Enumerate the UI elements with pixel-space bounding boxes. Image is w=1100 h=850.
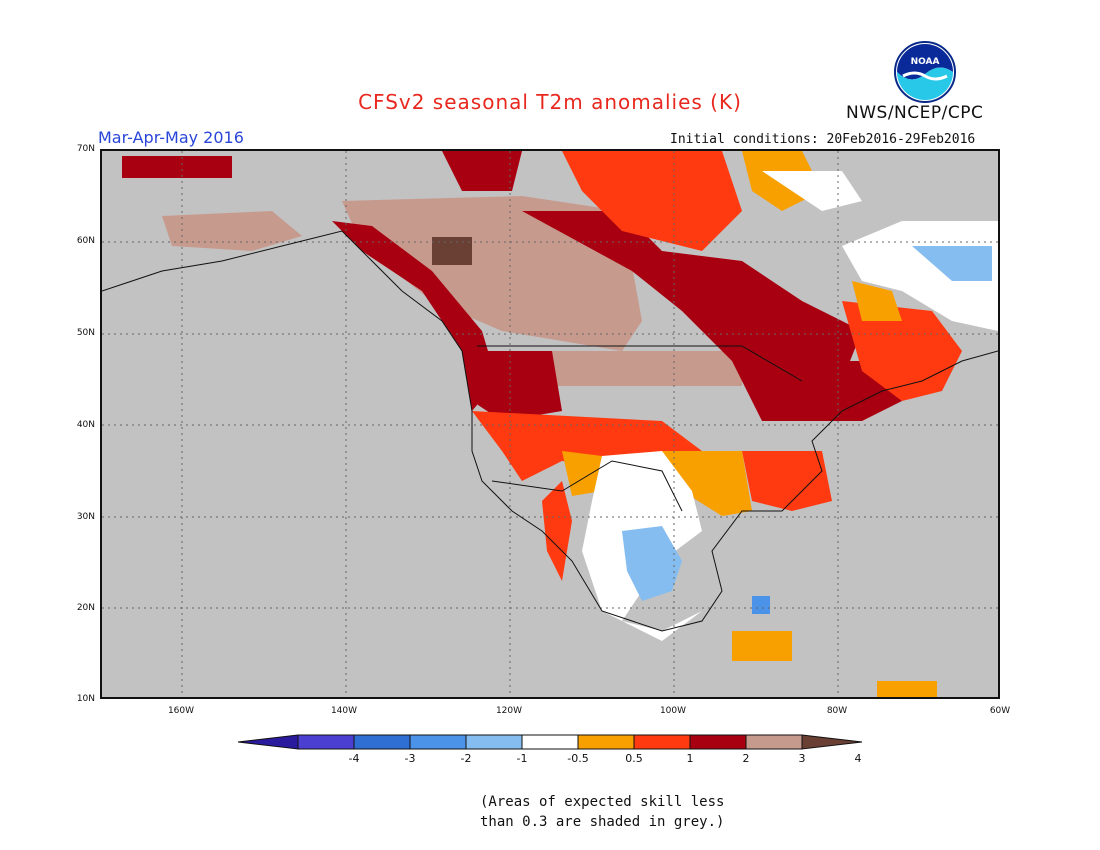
lat-label: 70N <box>76 144 95 154</box>
colorbar-label: 1 <box>686 752 694 765</box>
anomaly-map <box>100 149 1000 699</box>
map-title: CFSv2 seasonal T2m anomalies (K) <box>358 90 742 114</box>
country-border <box>477 345 803 382</box>
colorbar-label: -2 <box>460 752 472 765</box>
orange-anomaly-region <box>877 681 937 697</box>
lat-label: 50N <box>76 328 95 338</box>
skill-note: (Areas of expected skill less than 0.3 a… <box>480 792 780 832</box>
colorbar-segment <box>689 734 747 750</box>
organization-label: NWS/NCEP/CPC <box>846 103 984 123</box>
country-border <box>491 460 683 512</box>
colorbar-arrow-low <box>237 734 299 750</box>
orange-anomaly-region <box>852 281 902 321</box>
colorbar-label: -3 <box>404 752 416 765</box>
lightblue-anomaly-region <box>912 246 992 281</box>
lat-label: 40N <box>76 420 95 430</box>
colorbar-segment <box>353 734 411 750</box>
colorbar-label: -1 <box>516 752 528 765</box>
red-anomaly-region <box>542 481 572 581</box>
darkred-anomaly-region <box>732 361 902 421</box>
lon-label: 140W <box>330 706 358 716</box>
darkred-anomaly-region <box>122 156 232 178</box>
lon-label: 60W <box>989 706 1011 716</box>
lat-label: 30N <box>76 512 95 522</box>
lon-label: 120W <box>495 706 523 716</box>
coastline <box>102 230 998 632</box>
colorbar-segment <box>521 734 579 750</box>
map-canvas <box>102 151 998 697</box>
red-anomaly-region <box>742 451 832 511</box>
colorbar-segment <box>577 734 635 750</box>
darkred-anomaly-region <box>522 211 862 401</box>
lon-label: 100W <box>659 706 687 716</box>
svg-text:NOAA: NOAA <box>911 57 940 67</box>
lon-label: 160W <box>167 706 195 716</box>
colorbar-segment <box>465 734 523 750</box>
blue-anomaly-region <box>752 596 770 614</box>
colorbar-label: 3 <box>798 752 806 765</box>
season-label: Mar-Apr-May 2016 <box>98 128 244 147</box>
orange-anomaly-region <box>732 631 792 661</box>
colorbar-arrow-high <box>801 734 863 750</box>
tan-anomaly-region <box>162 211 302 251</box>
lat-label: 10N <box>76 694 95 704</box>
initial-conditions-label: Initial conditions: 20Feb2016-29Feb2016 <box>670 132 976 147</box>
lat-label: 60N <box>76 236 95 246</box>
skill-note-line-1: (Areas of expected skill less <box>480 794 725 810</box>
colorbar-label: -0.5 <box>567 752 589 765</box>
noaa-logo: NOAA <box>894 41 956 103</box>
darkred-anomaly-region <box>442 151 522 191</box>
lightblue-anomaly-region <box>622 526 682 601</box>
lat-label: 20N <box>76 603 95 613</box>
lon-label: 80W <box>826 706 848 716</box>
colorbar-segment <box>297 734 355 750</box>
brown-anomaly-region <box>432 237 472 265</box>
skill-note-line-2: than 0.3 are shaded in grey.) <box>480 814 725 830</box>
colorbar-segment <box>409 734 467 750</box>
white-anomaly-region <box>762 171 862 211</box>
orange-anomaly-region <box>662 451 752 516</box>
darkred-anomaly-region <box>472 351 562 421</box>
colorbar-label: 4 <box>854 752 862 765</box>
colorbar-label: 0.5 <box>625 752 643 765</box>
tan-anomaly-region <box>542 351 742 386</box>
colorbar <box>237 734 863 750</box>
colorbar-label: -4 <box>348 752 360 765</box>
colorbar-segment <box>745 734 803 750</box>
red-anomaly-region <box>562 151 742 251</box>
colorbar-segment <box>633 734 691 750</box>
colorbar-label: 2 <box>742 752 750 765</box>
